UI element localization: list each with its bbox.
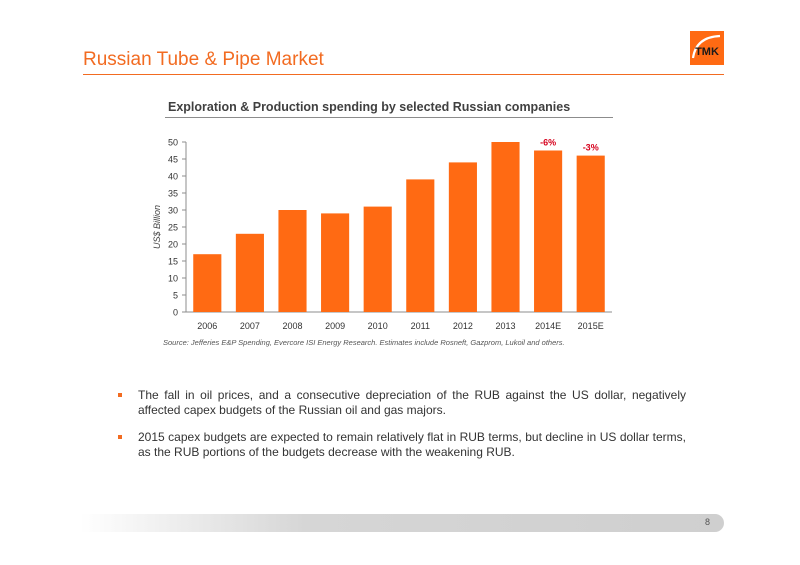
data-label: -6% [540,138,556,148]
bar [235,233,264,312]
bullet-marker-icon [118,393,122,397]
y-tick-label: 50 [168,138,178,148]
y-tick-label: 40 [168,172,178,182]
footer-bar: 8 [80,514,724,532]
bar [534,150,563,312]
x-tick-label: 2009 [325,321,345,331]
y-axis-title: US$ Billion [152,205,162,249]
y-tick-label: 45 [168,155,178,165]
bar [406,179,435,312]
bar [448,162,477,312]
logo-text: TMK [695,46,719,58]
bullet-item: 2015 capex budgets are expected to remai… [118,430,686,460]
x-tick-label: 2007 [240,321,260,331]
bar [576,155,605,312]
x-tick-label: 2008 [282,321,302,331]
bullet-list: The fall in oil prices, and a consecutiv… [118,388,686,472]
y-tick-label: 5 [173,291,178,301]
bar [363,206,392,312]
y-tick-label: 30 [168,206,178,216]
bullet-item: The fall in oil prices, and a consecutiv… [118,388,686,418]
chart-title-underline [165,117,613,118]
page-number: 8 [704,517,710,527]
y-tick-label: 35 [168,189,178,199]
data-label: -3% [583,143,599,153]
chart-source-note: Source: Jefferies E&P Spending, Evercore… [163,338,565,347]
y-tick-label: 20 [168,240,178,250]
x-tick-label: 2012 [453,321,473,331]
y-tick-label: 0 [173,308,178,318]
bar [321,213,350,312]
x-tick-label: 2010 [368,321,388,331]
y-tick-label: 10 [168,274,178,284]
x-tick-label: 2011 [411,321,430,331]
bullet-marker-icon [118,435,122,439]
y-tick-label: 25 [168,223,178,233]
x-tick-label: 2006 [197,321,217,331]
bar [193,254,222,312]
slide-title: Russian Tube & Pipe Market [83,49,324,70]
y-tick-label: 15 [168,257,178,267]
x-tick-label: 2015E [578,321,604,331]
x-tick-label: 2014E [535,321,561,331]
title-divider [83,74,724,75]
x-tick-label: 2013 [495,321,515,331]
bullet-text: The fall in oil prices, and a consecutiv… [138,388,686,417]
tmk-logo: TMK [690,31,724,65]
bar [278,210,307,312]
bullet-text: 2015 capex budgets are expected to remai… [138,430,686,459]
chart-title: Exploration & Production spending by sel… [168,100,571,114]
bar [491,142,520,312]
